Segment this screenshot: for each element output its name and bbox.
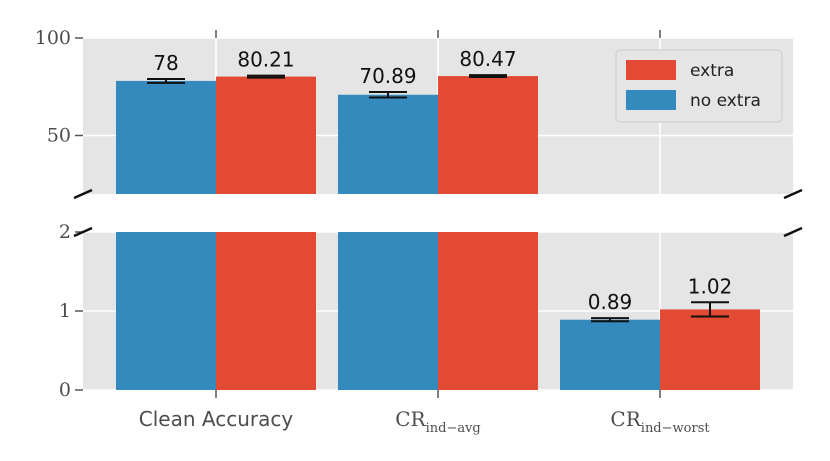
lower-y-tick-label: 0 [59, 379, 71, 401]
data-label: 0.89 [588, 290, 633, 314]
data-label: 1.02 [688, 274, 733, 298]
x-tick-label-main: CR [395, 407, 426, 431]
data-label: 70.89 [359, 64, 416, 88]
bar [216, 76, 316, 194]
x-axis-labels: Clean Accuracy CRind−avg CRind−worst [139, 407, 711, 436]
upper-y-tick-label: 50 [47, 125, 71, 147]
break-mark [73, 226, 93, 238]
bar [338, 94, 438, 194]
upper-y-tick-label: 100 [35, 27, 71, 49]
x-tick-label: Clean Accuracy [139, 407, 294, 431]
break-mark [783, 188, 803, 200]
bar [216, 232, 316, 390]
x-tick-label: CRind−worst [610, 407, 710, 436]
bar [438, 76, 538, 194]
data-label: 80.47 [459, 47, 516, 71]
bar [116, 80, 216, 194]
lower-y-tick-label: 1 [59, 300, 71, 322]
legend-swatch [626, 60, 676, 80]
break-mark [783, 226, 803, 238]
x-tick-label-main: Clean Accuracy [139, 407, 294, 431]
break-mark [73, 188, 93, 200]
data-label: 80.21 [237, 48, 294, 72]
bar [560, 319, 660, 390]
bar [438, 232, 538, 390]
bar [338, 232, 438, 390]
x-tick-label-main: CR [610, 407, 641, 431]
lower-y-tick-label: 2 [59, 221, 71, 243]
data-label: 78 [153, 51, 178, 75]
bar [116, 232, 216, 390]
bar [660, 309, 760, 390]
legend-label: no extra [690, 91, 761, 111]
legend: extra no extra [615, 49, 783, 123]
x-tick-label: CRind−avg [395, 407, 481, 436]
lower-panel: 0 1 2 0.89 1.02 [59, 221, 793, 401]
legend-label: extra [690, 61, 734, 81]
legend-swatch [626, 90, 676, 110]
x-tick-label-subscript: ind−worst [641, 421, 711, 436]
x-tick-label-subscript: ind−avg [426, 421, 481, 436]
axis-break-marks [73, 188, 803, 238]
